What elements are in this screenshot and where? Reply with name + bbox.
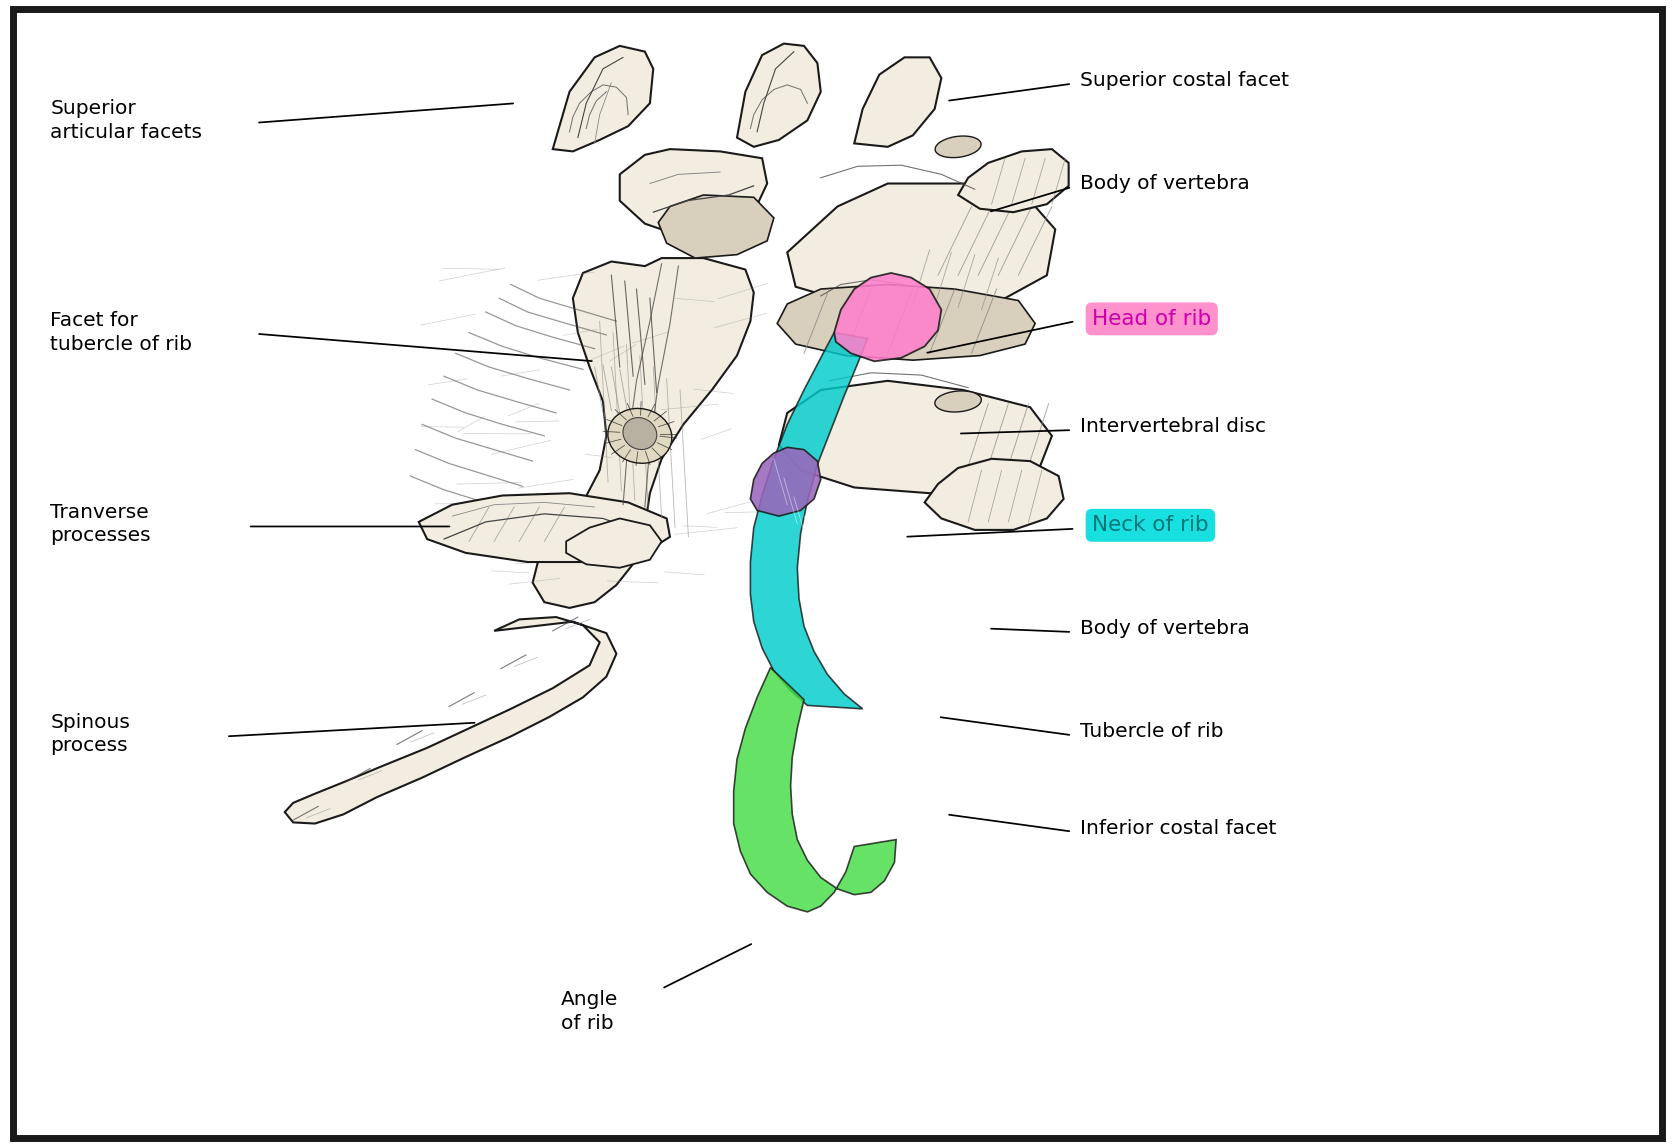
Text: Superior
articular facets: Superior articular facets	[50, 99, 203, 142]
Polygon shape	[737, 44, 821, 147]
Text: Spinous
process: Spinous process	[50, 712, 131, 756]
Text: Body of vertebra: Body of vertebra	[1080, 174, 1250, 193]
FancyBboxPatch shape	[13, 9, 1662, 1138]
Text: Facet for
tubercle of rib: Facet for tubercle of rib	[50, 311, 193, 354]
Polygon shape	[777, 284, 1035, 360]
Text: Neck of rib: Neck of rib	[1092, 515, 1209, 536]
Ellipse shape	[935, 391, 982, 412]
Polygon shape	[285, 617, 616, 824]
Ellipse shape	[623, 418, 657, 450]
Text: Inferior costal facet: Inferior costal facet	[1080, 819, 1276, 837]
Polygon shape	[958, 149, 1069, 212]
Polygon shape	[787, 184, 1055, 310]
Polygon shape	[419, 493, 670, 562]
Polygon shape	[658, 195, 774, 258]
Polygon shape	[750, 447, 821, 516]
Polygon shape	[779, 381, 1052, 493]
Polygon shape	[620, 149, 767, 235]
Polygon shape	[566, 518, 662, 568]
Polygon shape	[834, 273, 941, 361]
Text: Superior costal facet: Superior costal facet	[1080, 71, 1290, 89]
Text: Head of rib: Head of rib	[1092, 309, 1211, 329]
Ellipse shape	[608, 408, 672, 463]
Ellipse shape	[935, 136, 982, 157]
Text: Intervertebral disc: Intervertebral disc	[1080, 418, 1266, 436]
Polygon shape	[925, 459, 1064, 530]
Polygon shape	[533, 258, 754, 608]
Text: Tubercle of rib: Tubercle of rib	[1080, 723, 1224, 741]
Polygon shape	[734, 668, 896, 912]
Text: Angle
of rib: Angle of rib	[561, 990, 618, 1033]
Polygon shape	[553, 46, 653, 151]
Polygon shape	[854, 57, 941, 147]
Text: Tranverse
processes: Tranverse processes	[50, 502, 151, 546]
Text: Body of vertebra: Body of vertebra	[1080, 619, 1250, 638]
Polygon shape	[750, 333, 868, 709]
